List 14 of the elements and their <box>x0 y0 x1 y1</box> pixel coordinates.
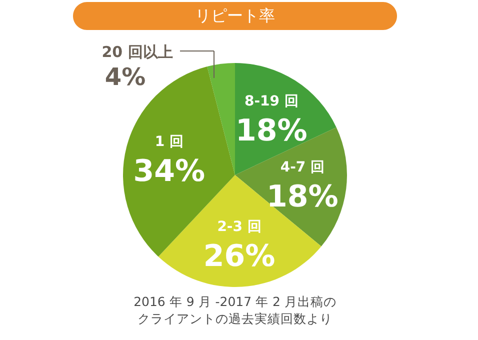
slice-label: 8-19 回 <box>244 94 298 110</box>
slice-label: 2-3 回 <box>217 218 262 235</box>
pie-slice <box>207 63 235 175</box>
slice-label: 20 回以上 <box>102 43 173 62</box>
slice-label: 4-7 回 <box>280 160 325 176</box>
text: クライアントの過去実績回数より <box>138 311 332 326</box>
chart-title: リピート率 <box>195 6 275 25</box>
slice-label: 1 回 <box>154 134 184 150</box>
data-label: 34% <box>133 154 206 190</box>
data-label: 4% <box>104 63 146 92</box>
text: 2016 年 9 月 -2017 年 2 月出稿の <box>134 294 336 309</box>
data-label: 26% <box>203 238 276 274</box>
data-label: 18% <box>236 114 308 149</box>
data-label: 18% <box>266 180 338 215</box>
